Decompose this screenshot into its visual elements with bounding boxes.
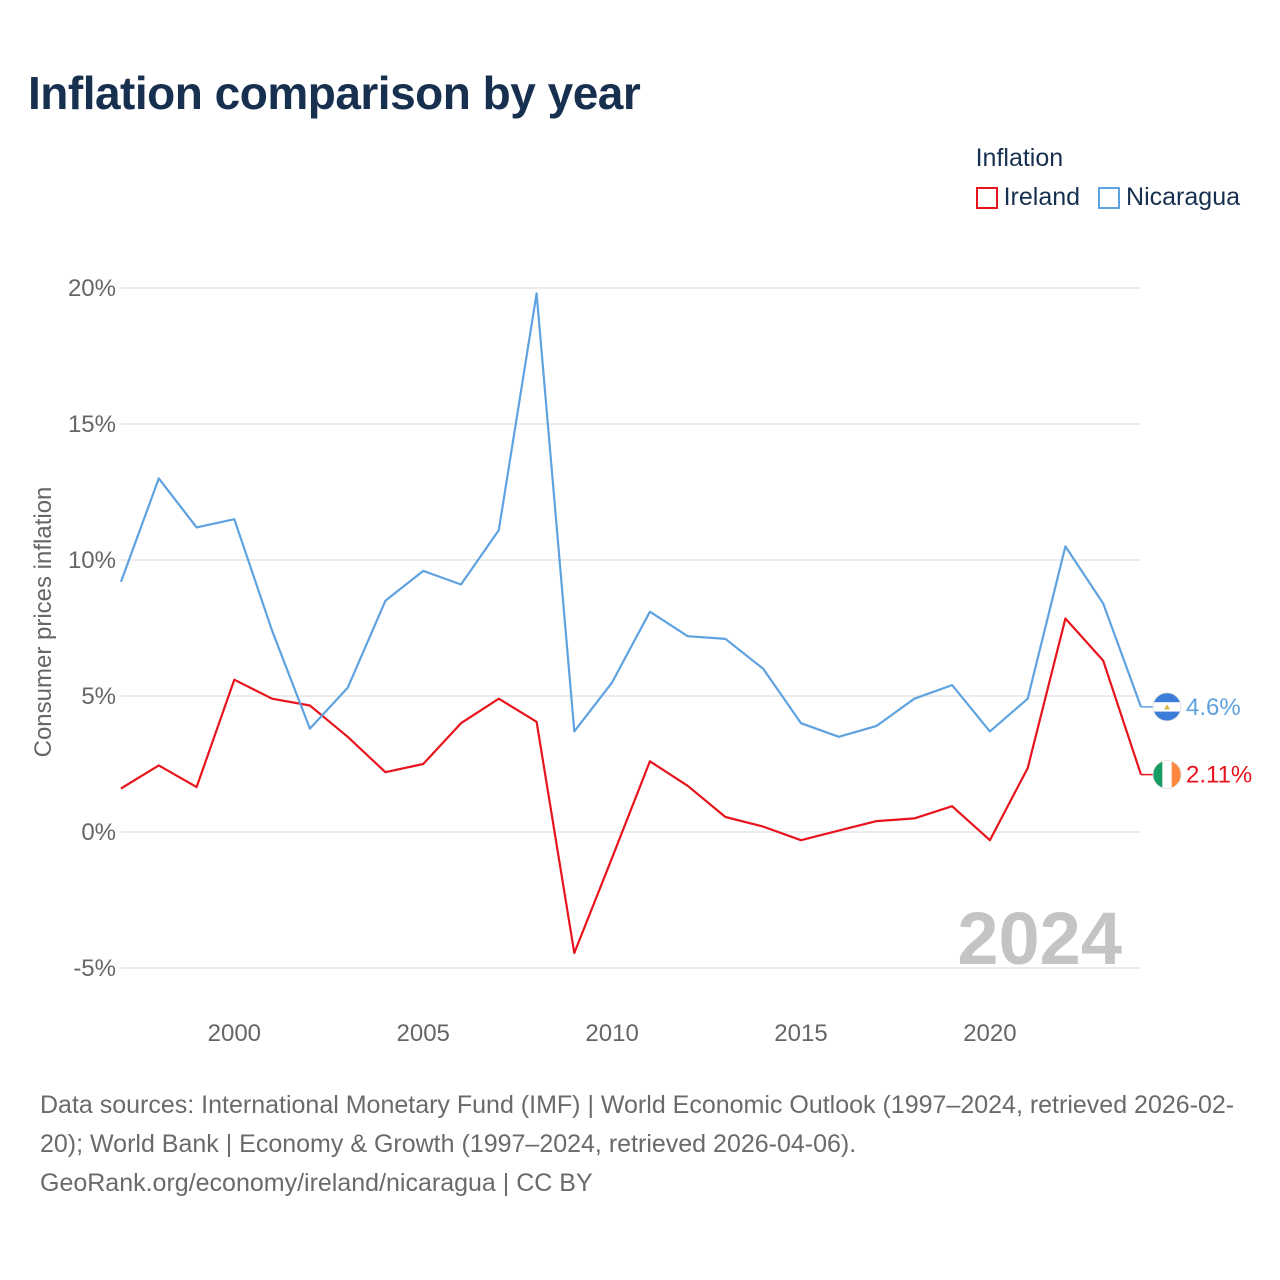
y-tick-label: 20% [68, 275, 116, 302]
legend-label-nicaragua: Nicaragua [1126, 183, 1240, 211]
source-link[interactable]: GeoRank.org/economy/ireland/nicaragua | … [40, 1169, 593, 1197]
x-tick-label: 2020 [963, 1020, 1016, 1047]
line-chart: 20% 15% 10% 5% 0% -5% 2000 2005 2010 2015 2020 Co… [30, 275, 1252, 1047]
legend-label-ireland: Ireland [1003, 183, 1081, 211]
series-line-ireland[interactable] [120, 617, 1143, 955]
end-marker-nicaragua: 4.6% [1141, 692, 1241, 722]
legend-swatch-nicaragua [1098, 186, 1121, 209]
x-tick-label: 2015 [774, 1020, 827, 1047]
ireland-flag-icon [1152, 760, 1182, 790]
end-marker-ireland: 2.11% [1141, 760, 1252, 790]
y-tick-label: 15% [68, 411, 116, 438]
source-text: Data sources: International Monetary Fun… [40, 1091, 1235, 1158]
nicaragua-flag-icon [1152, 692, 1182, 722]
x-axis-ticks: 2000 2005 2010 2015 2020 [208, 1020, 1017, 1047]
legend-item-ireland[interactable]: Ireland [975, 183, 1081, 212]
y-tick-label: 5% [81, 683, 116, 710]
y-axis-label: Consumer prices inflation [30, 487, 57, 758]
legend-title: Inflation [975, 144, 1064, 172]
end-markers: 2.11% 4.6% [1141, 692, 1252, 790]
legend-item-nicaragua[interactable]: Nicaragua [1098, 183, 1240, 212]
y-tick-label: 0% [81, 819, 116, 846]
series-lines [119, 292, 1143, 955]
chart-title: Inflation comparison by year [28, 67, 641, 119]
series-line-nicaragua[interactable] [119, 292, 1143, 738]
legend: Inflation Ireland Nicaragua [975, 144, 1240, 212]
x-tick-label: 2005 [397, 1020, 450, 1047]
y-tick-label: -5% [73, 955, 116, 982]
gridlines [121, 287, 1141, 969]
legend-swatch-ireland [975, 186, 998, 209]
y-tick-label: 10% [68, 547, 116, 574]
end-label-nicaragua: 4.6% [1186, 694, 1241, 721]
year-watermark: 2024 [957, 897, 1122, 980]
y-axis-ticks: 20% 15% 10% 5% 0% -5% [68, 275, 116, 982]
source-note: Data sources: International Monetary Fun… [40, 1086, 1250, 1203]
end-label-ireland: 2.11% [1186, 762, 1252, 789]
x-tick-label: 2000 [208, 1020, 261, 1047]
x-tick-label: 2010 [585, 1020, 638, 1047]
